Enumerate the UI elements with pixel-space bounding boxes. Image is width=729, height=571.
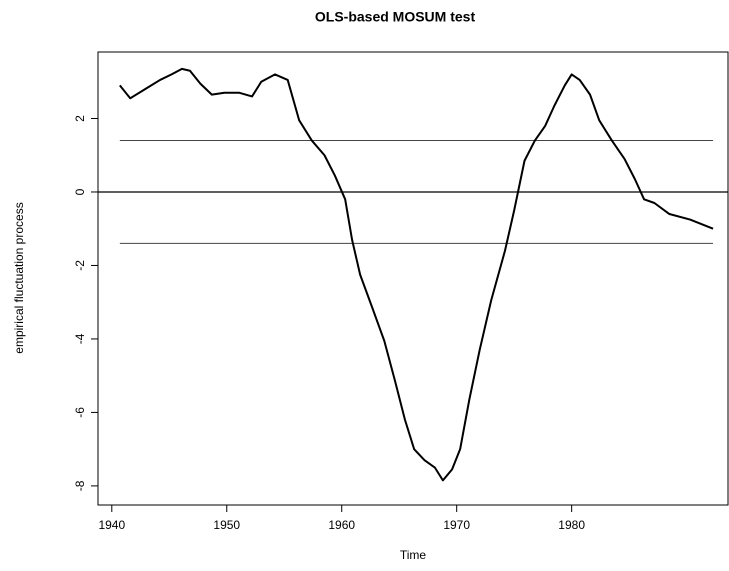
- plot-box: [97, 51, 729, 506]
- y-tick-label: 2: [73, 115, 87, 122]
- x-tick-label: 1970: [443, 518, 470, 532]
- chart-title: OLS-based MOSUM test: [315, 9, 476, 25]
- fluctuation-line: [119, 67, 714, 482]
- y-tick-label: -2: [73, 260, 87, 271]
- x-tick-label: 1940: [98, 518, 125, 532]
- x-tick-label: 1950: [213, 518, 240, 532]
- y-tick-label: 0: [73, 188, 87, 195]
- y-tick-label: -6: [73, 407, 87, 418]
- x-axis-label: Time: [400, 548, 427, 562]
- y-tick-label: -4: [73, 333, 87, 344]
- y-axis-label: empirical fluctuation process: [12, 202, 26, 353]
- x-tick-label: 1980: [558, 518, 585, 532]
- x-tick-label: 1960: [328, 518, 355, 532]
- y-tick-label: -8: [73, 480, 87, 491]
